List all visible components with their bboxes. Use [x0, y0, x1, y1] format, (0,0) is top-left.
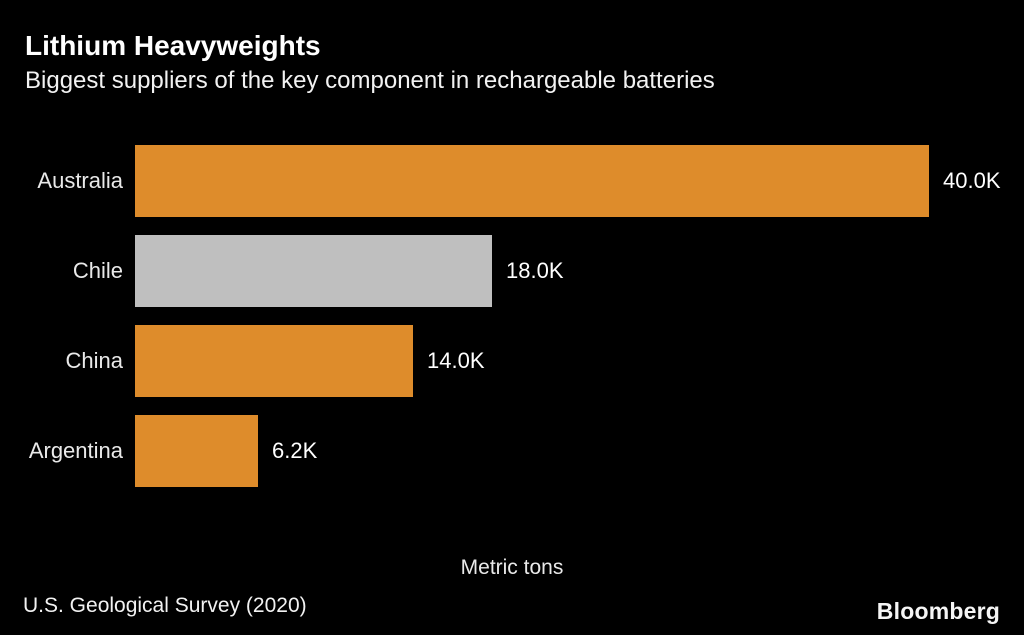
chart-row: Australia 40.0K: [0, 136, 1024, 226]
bar: [135, 145, 929, 217]
bloomberg-logo: Bloomberg: [876, 598, 1000, 624]
chart-row: China 14.0K: [0, 316, 1024, 406]
bar-track: 40.0K: [135, 145, 1024, 217]
x-axis-label: Metric tons: [460, 556, 564, 579]
bar-track: 18.0K: [135, 235, 1024, 307]
value-label: 40.0K: [943, 168, 1001, 193]
bar-track: 14.0K: [135, 325, 1024, 397]
chart-row: Chile 18.0K: [0, 226, 1024, 316]
category-label: Chile: [72, 258, 123, 283]
value-label: 6.2K: [272, 438, 318, 463]
category-label: Argentina: [28, 438, 123, 463]
bar: [135, 415, 258, 487]
bar: [135, 235, 492, 307]
bar: [135, 325, 413, 397]
category-label: China: [65, 348, 123, 373]
value-label: 18.0K: [506, 258, 564, 283]
bar-chart: Australia 40.0K Chile 18.0K China 14.0K …: [0, 136, 1024, 496]
chart-row: Argentina 6.2K: [0, 406, 1024, 496]
bar-track: 6.2K: [135, 415, 1024, 487]
value-label: 14.0K: [427, 348, 485, 373]
source-note: U.S. Geological Survey (2020): [23, 594, 307, 617]
category-label: Australia: [37, 168, 123, 193]
chart-title: Lithium Heavyweights: [25, 30, 321, 61]
chart-subtitle: Biggest suppliers of the key component i…: [25, 67, 715, 94]
